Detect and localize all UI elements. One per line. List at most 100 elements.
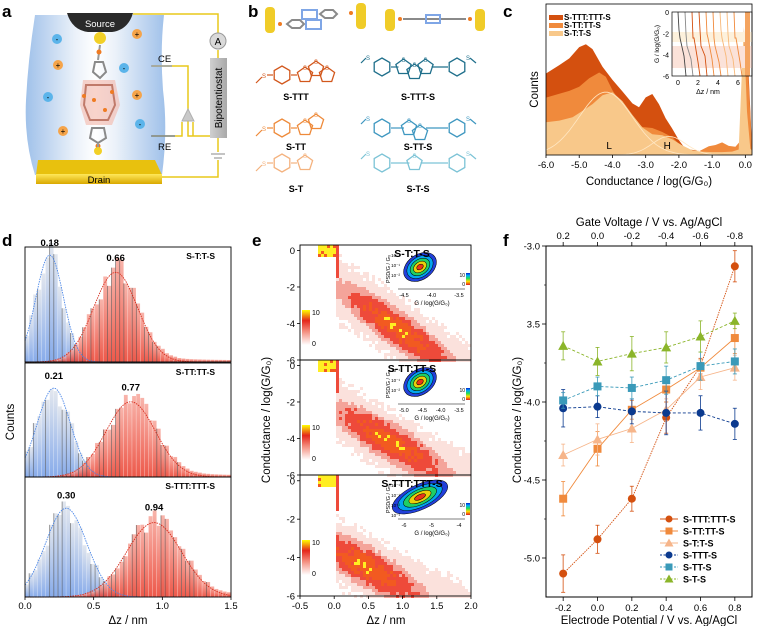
heat-cell [342, 426, 345, 429]
heat-cell [438, 335, 441, 338]
heat-cell [357, 414, 360, 417]
heat-cell [393, 314, 396, 317]
heat-cell [345, 266, 348, 269]
heat-cell [411, 468, 414, 471]
heat-cell [363, 323, 366, 326]
heat-cell [444, 344, 447, 347]
psd-inset: S-TT:TT-S-5.0 -4.5 -4.0 -3.5G / log(G/G₀)10… [386, 363, 470, 422]
heat-cell [426, 435, 429, 438]
heat-cell [351, 320, 354, 323]
heat-cell [345, 580, 348, 583]
heat-cell [348, 311, 351, 314]
bar-high [57, 475, 62, 477]
heat-cell [459, 350, 462, 353]
heat-cell [459, 462, 462, 465]
heat-cell [339, 323, 342, 326]
thiophene-ring [406, 154, 423, 171]
heat-cell [321, 251, 324, 254]
heat-cell [387, 311, 390, 314]
heat-cell [372, 275, 375, 278]
heat-cell [363, 281, 366, 284]
heat-cell [456, 341, 459, 344]
heat-cell [369, 538, 372, 541]
heat-cell [456, 450, 459, 453]
bar-low [29, 573, 33, 597]
heat-cell [417, 565, 420, 568]
bar-high [160, 348, 165, 362]
heat-cell [390, 429, 393, 432]
inset-colorbar [466, 388, 470, 400]
heat-cell [363, 320, 366, 323]
heat-cell [339, 441, 342, 444]
heat-cell [342, 275, 345, 278]
inset-y-tick-label: -6 [663, 74, 669, 81]
heat-cell [384, 344, 387, 347]
heat-cell [387, 453, 390, 456]
heat-cell [411, 450, 414, 453]
heat-cell [363, 459, 366, 462]
heat-cell [342, 323, 345, 326]
heat-cell [360, 408, 363, 411]
heat-cell [405, 441, 408, 444]
x-tick-label: -2.0 [671, 160, 687, 171]
heat-cell [387, 320, 390, 323]
heat-cell [396, 435, 399, 438]
heat-cell [378, 290, 381, 293]
heat-cell [357, 553, 360, 556]
heat-cell [342, 305, 345, 308]
heat-cell [354, 290, 357, 293]
benzene-ring [273, 65, 291, 85]
bar-high [177, 357, 182, 362]
heat-cell [420, 459, 423, 462]
heat-cell [339, 586, 342, 589]
heat-cell [396, 444, 399, 447]
bar-high [57, 358, 62, 362]
heat-cell [432, 444, 435, 447]
heat-cell [411, 586, 414, 589]
heat-cell [420, 438, 423, 441]
heat-cell [423, 344, 426, 347]
series-s-tt-s [559, 348, 739, 409]
panel-d-histograms: S-T:T-S0.180.66S-TT:TT-S0.210.77S-TTT:TT… [5, 238, 238, 626]
heat-cell [393, 435, 396, 438]
heat-cell [417, 311, 420, 314]
data-point-circle [665, 515, 673, 523]
heat-cell [414, 450, 417, 453]
psd-contour-line [416, 263, 424, 271]
heat-cell [408, 426, 411, 429]
heat-cell [393, 408, 396, 411]
heat-cell [390, 444, 393, 447]
heat-cell [402, 447, 405, 450]
heat-cell [360, 435, 363, 438]
heat-cell [399, 429, 402, 432]
heat-cell [414, 356, 417, 359]
heat-cell [417, 580, 420, 583]
heat-cell [366, 272, 369, 275]
heat-cell [384, 326, 387, 329]
heat-cell [339, 526, 342, 529]
heat-cell [348, 544, 351, 547]
heat-cell [342, 565, 345, 568]
heat-cell [381, 408, 384, 411]
heat-cell [381, 411, 384, 414]
heat-cell [354, 541, 357, 544]
heat-cell [441, 459, 444, 462]
heat-cell [369, 571, 372, 574]
psd-contour-line [403, 252, 437, 282]
heat-cell [438, 450, 441, 453]
heat-cell [456, 459, 459, 462]
heat-cell [387, 308, 390, 311]
heat-cell [432, 350, 435, 353]
heat-cell [342, 311, 345, 314]
heat-cell [366, 562, 369, 565]
heat-cell [402, 323, 405, 326]
heat-cell [324, 481, 327, 484]
heat-cell [393, 429, 396, 432]
heat-cell [351, 293, 354, 296]
heat-cell [396, 462, 399, 465]
bar-high [218, 590, 223, 597]
heat-cell [444, 332, 447, 335]
heat-cell [384, 353, 387, 356]
heat-cell [411, 329, 414, 332]
heat-cell [393, 441, 396, 444]
